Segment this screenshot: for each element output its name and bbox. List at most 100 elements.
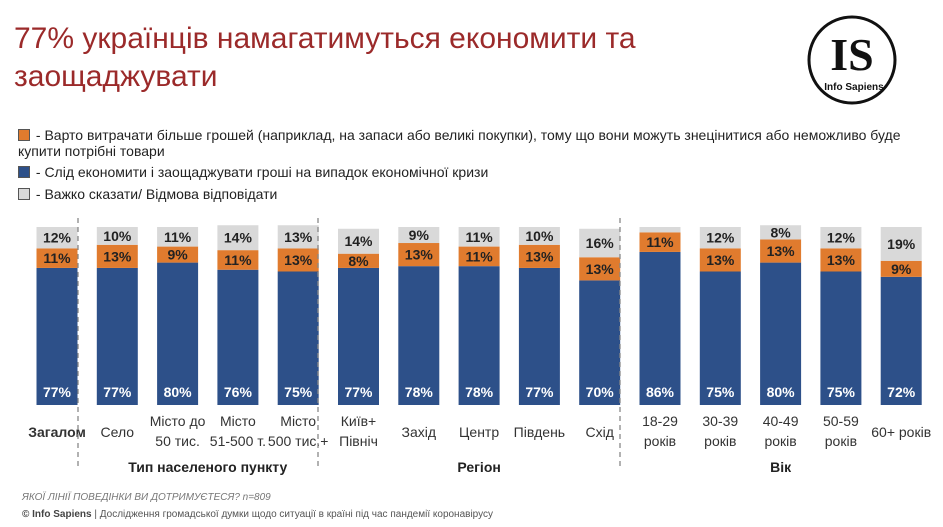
bar-segment [639,251,681,405]
category-label: Центр [459,424,499,440]
category-label: Місто [220,413,256,429]
data-label: 8% [770,224,791,240]
category-label: Південь [514,424,565,440]
bar-segment [36,227,78,249]
data-label: 78% [465,384,494,400]
category-label: Місто [280,413,316,429]
data-label: 78% [405,384,434,400]
data-label: 11% [164,229,192,245]
bar-segment [518,227,560,245]
category-label: 51-500 т. [210,433,266,449]
bar-segment [880,260,922,277]
data-label: 72% [887,384,916,400]
legend-item-unsure: - Важко сказати/ Відмова відповідати [18,186,918,202]
bar-segment [699,271,741,405]
category-label: 30-39 [702,413,738,429]
bar-segment [820,271,862,405]
bar-segment [699,227,741,249]
bar-segment [338,228,379,254]
data-label: 13% [586,261,615,277]
data-label: 70% [586,384,615,400]
bar-segment [277,248,319,272]
data-label: 77% [344,384,373,400]
data-label: 13% [706,252,735,268]
bar-segment [760,262,802,405]
data-label: 13% [284,229,313,245]
bar-segment [157,246,199,263]
data-label: 11% [465,229,493,245]
category-label: Місто до [150,413,206,429]
bar-segment [217,250,259,270]
data-label: 75% [827,384,856,400]
group-label: Тип населеного пункту [128,459,287,475]
category-label: 40-49 [763,413,799,429]
bar-segment [217,269,259,405]
data-label: 9% [167,247,188,263]
bar-segment [579,280,621,405]
bar-segment [579,257,621,281]
bar-segment [579,228,621,258]
data-label: 80% [767,384,796,400]
legend-item-save: - Слід економити і заощаджувати гроші на… [18,164,918,180]
data-label: 80% [164,384,193,400]
bar-segment [880,276,922,405]
svg-text:Info Sapiens: Info Sapiens [824,82,884,93]
bar-segment [639,227,681,233]
data-label: 8% [348,253,369,269]
data-label: 11% [646,234,674,250]
bar-segment [639,232,681,252]
bar-segment [398,266,440,405]
bar-segment [518,267,560,405]
data-label: 75% [284,384,313,400]
category-label: років [825,433,857,449]
bar-segment [96,267,138,405]
data-label: 11% [465,248,493,264]
data-label: 77% [43,384,72,400]
category-label: 50-59 [823,413,859,429]
category-label: Село [101,424,135,440]
bar-segment [820,248,862,272]
data-label: 13% [525,248,554,264]
bar-segment [96,244,138,268]
category-label: років [704,433,736,449]
data-label: 12% [43,230,72,246]
bar-segment [36,267,78,405]
bar-segment [760,225,802,240]
data-label: 10% [103,228,132,244]
bar-segment [820,227,862,249]
bar-segment [458,227,500,247]
bar-segment [277,271,319,405]
category-label: Київ+ [341,413,376,429]
data-label: 13% [767,243,796,259]
bar-segment [277,225,319,249]
data-label: 11% [43,250,71,266]
bar-segment [518,244,560,268]
bar-segment [157,262,199,405]
bar-segment [458,266,500,405]
data-label: 16% [586,235,615,251]
stacked-bar-chart: 77% 11% 12% Загалом 77% 13% 10% Село 80% 9% 11% Міс… [28,218,931,475]
data-label: 19% [887,236,916,252]
category-label: Схід [586,424,614,440]
category-label: років [764,433,796,449]
data-label: 9% [409,227,430,243]
bar-segment [398,243,440,267]
data-label: 12% [706,230,735,246]
data-label: 14% [224,230,253,246]
category-label: Захід [402,424,437,440]
data-label: 11% [224,252,252,268]
category-label: 18-29 [642,413,678,429]
data-label: 13% [405,247,434,263]
bar-segment [96,227,138,245]
bar-segment [157,227,199,247]
data-label: 12% [827,230,856,246]
data-label: 77% [103,384,132,400]
legend-swatch-orange [18,129,30,141]
data-label: 13% [827,252,856,268]
data-label: 10% [525,228,554,244]
category-label: 50 тис. [155,433,200,449]
data-label: 76% [224,384,253,400]
bar-segment [398,227,440,244]
page-title: 77% українців намагатимуться економити т… [14,22,636,93]
group-label: Вік [770,459,792,475]
